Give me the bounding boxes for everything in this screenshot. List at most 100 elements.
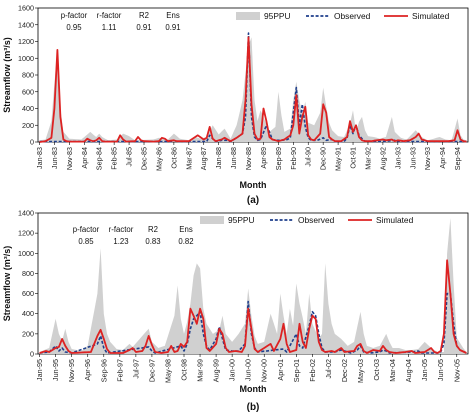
y-tick-labels: 0 200 400 600 800 1000 1200 1400 — [18, 209, 38, 359]
series-simulated-line — [39, 36, 467, 143]
legend-label: Observed — [334, 11, 371, 21]
y-tick-label: 1200 — [18, 229, 34, 238]
y-tick-label: 0 — [30, 350, 34, 359]
x-tick-label: Nov-93 — [423, 147, 432, 170]
series-95ppu-band — [39, 37, 467, 142]
stats-block: p-factor 0.85 r-factor 1.23 R2 0.83 Ens 0.82 — [73, 225, 194, 246]
y-tick-label: 800 — [22, 71, 34, 80]
legend-swatch-95ppu — [200, 216, 224, 224]
x-tick-label: Feb-97 — [115, 359, 124, 382]
x-tick-label: May-98 — [163, 359, 172, 383]
x-tick-label: Jul-90 — [304, 147, 313, 167]
legend-swatch-95ppu — [236, 12, 260, 20]
x-tick-label: Jun-93 — [408, 147, 417, 169]
x-tick-label: Jul-85 — [125, 147, 134, 167]
stat-label: p-factor — [73, 225, 100, 234]
stat-label: p-factor — [61, 11, 88, 20]
y-tick-label: 0 — [30, 138, 34, 147]
x-tick-label: May-91 — [334, 147, 343, 171]
y-tick-label: 200 — [22, 329, 34, 338]
y-tick-label: 200 — [22, 121, 34, 130]
x-tick-label: Dec-97 — [147, 359, 156, 382]
legend-label: 95PPU — [228, 215, 255, 225]
x-tick-label: Jun-88 — [229, 147, 238, 169]
x-tick-label: Apr-89 — [259, 147, 268, 169]
x-tick-label: Jan-88 — [214, 147, 223, 169]
x-tick-label: Jan-05 — [420, 359, 429, 381]
stat-label: Ens — [166, 11, 180, 20]
x-tick-label: Nov-00 — [260, 359, 269, 382]
x-tick-label: Apr-01 — [276, 359, 285, 381]
x-tick-label: May-86 — [154, 147, 163, 171]
stat-value: 0.95 — [66, 23, 82, 32]
stat-label: R2 — [148, 225, 158, 234]
x-tick-label: Mar-92 — [363, 147, 372, 170]
x-tick-label: Sep-94 — [453, 147, 462, 170]
x-tick-label: Jun-00 — [244, 359, 253, 381]
series-simulated-line — [39, 259, 467, 354]
x-tick-label: Jul-97 — [131, 359, 140, 379]
x-tick-label: Nov-88 — [244, 147, 253, 170]
panel-label: (b) — [247, 402, 260, 413]
line-layer — [39, 259, 467, 354]
x-tick-label: Sep-01 — [292, 359, 301, 382]
x-tick-label: Apr-94 — [438, 147, 447, 169]
x-tick-labels: Jan-95 Jun-95 Nov-95 Apr-96 Sep-96 Feb-97 Jul-… — [35, 354, 461, 383]
x-tick-label: Aug-04 — [404, 359, 413, 382]
x-tick-label: Dec-90 — [319, 147, 328, 170]
x-tick-label: Nov-83 — [65, 147, 74, 170]
x-tick-label: Dec-02 — [340, 359, 349, 382]
x-tick-label: Apr-84 — [80, 147, 89, 169]
legend-label: Simulated — [412, 11, 450, 21]
series-95ppu-band — [39, 218, 467, 354]
stat-value: 1.23 — [113, 237, 128, 246]
x-tick-label: Mar-04 — [388, 359, 397, 382]
y-axis-label: Streamflow (m³/s) — [2, 37, 12, 113]
legend: 95PPU Observed Simulated — [200, 215, 414, 225]
y-tick-label: 600 — [22, 289, 34, 298]
x-tick-label: Aug-92 — [378, 147, 387, 170]
legend: 95PPU Observed Simulated — [236, 11, 450, 21]
x-tick-label: Mar-99 — [196, 359, 205, 382]
x-tick-label: Apr-96 — [83, 359, 92, 381]
x-tick-label: Dec-85 — [140, 147, 149, 170]
x-tick-label: Sep-96 — [99, 359, 108, 382]
x-tick-label: Oct-03 — [372, 359, 381, 381]
x-tick-label: Aug-87 — [199, 147, 208, 170]
y-tick-label: 1000 — [18, 54, 34, 63]
x-tick-label: Jun-95 — [51, 359, 60, 381]
stats-block: p-factor 0.95 r-factor 1.11 R2 0.91 Ens 0.91 — [61, 11, 181, 32]
x-tick-label: Jan-00 — [228, 359, 237, 381]
y-tick-label: 600 — [22, 87, 34, 96]
y-tick-labels: 0 200 400 600 800 1000 1200 1400 1600 — [18, 4, 38, 147]
x-tick-label: Jan-83 — [35, 147, 44, 169]
y-tick-label: 1600 — [18, 4, 34, 13]
x-tick-label: Feb-90 — [289, 147, 298, 170]
legend-label: Observed — [298, 215, 335, 225]
x-tick-label: Oct-86 — [169, 147, 178, 169]
band-layer — [39, 218, 467, 354]
x-tick-label: Mar-87 — [184, 147, 193, 170]
x-tick-label: Sep-84 — [95, 147, 104, 170]
x-tick-label: Feb-02 — [308, 359, 317, 382]
panel-a: 0 200 400 600 800 1000 1200 1400 1600 Jan-83 Jun-… — [2, 4, 469, 206]
y-tick-label: 800 — [22, 269, 34, 278]
y-axis-label: Streamflow (m³/s) — [2, 246, 12, 322]
panel-label: (a) — [247, 195, 259, 206]
stat-value: 0.83 — [145, 237, 160, 246]
x-tick-label: Feb-85 — [110, 147, 119, 170]
y-tick-label: 1200 — [18, 37, 34, 46]
y-tick-label: 1000 — [18, 249, 34, 258]
stat-label: R2 — [139, 11, 149, 20]
y-tick-label: 400 — [22, 104, 34, 113]
stat-value: 0.85 — [78, 237, 94, 246]
y-tick-label: 1400 — [18, 20, 34, 29]
x-tick-label: Jun-83 — [50, 147, 59, 169]
x-tick-label: Aug-99 — [212, 359, 221, 382]
legend-label: Simulated — [376, 215, 414, 225]
x-axis-label: Month — [240, 180, 267, 190]
line-layer — [39, 32, 467, 143]
x-tick-labels: Jan-83 Jun-83 Nov-83 Apr-84 Sep-84 Feb-85 Jul-… — [35, 142, 462, 171]
stat-value: 0.91 — [165, 23, 180, 32]
